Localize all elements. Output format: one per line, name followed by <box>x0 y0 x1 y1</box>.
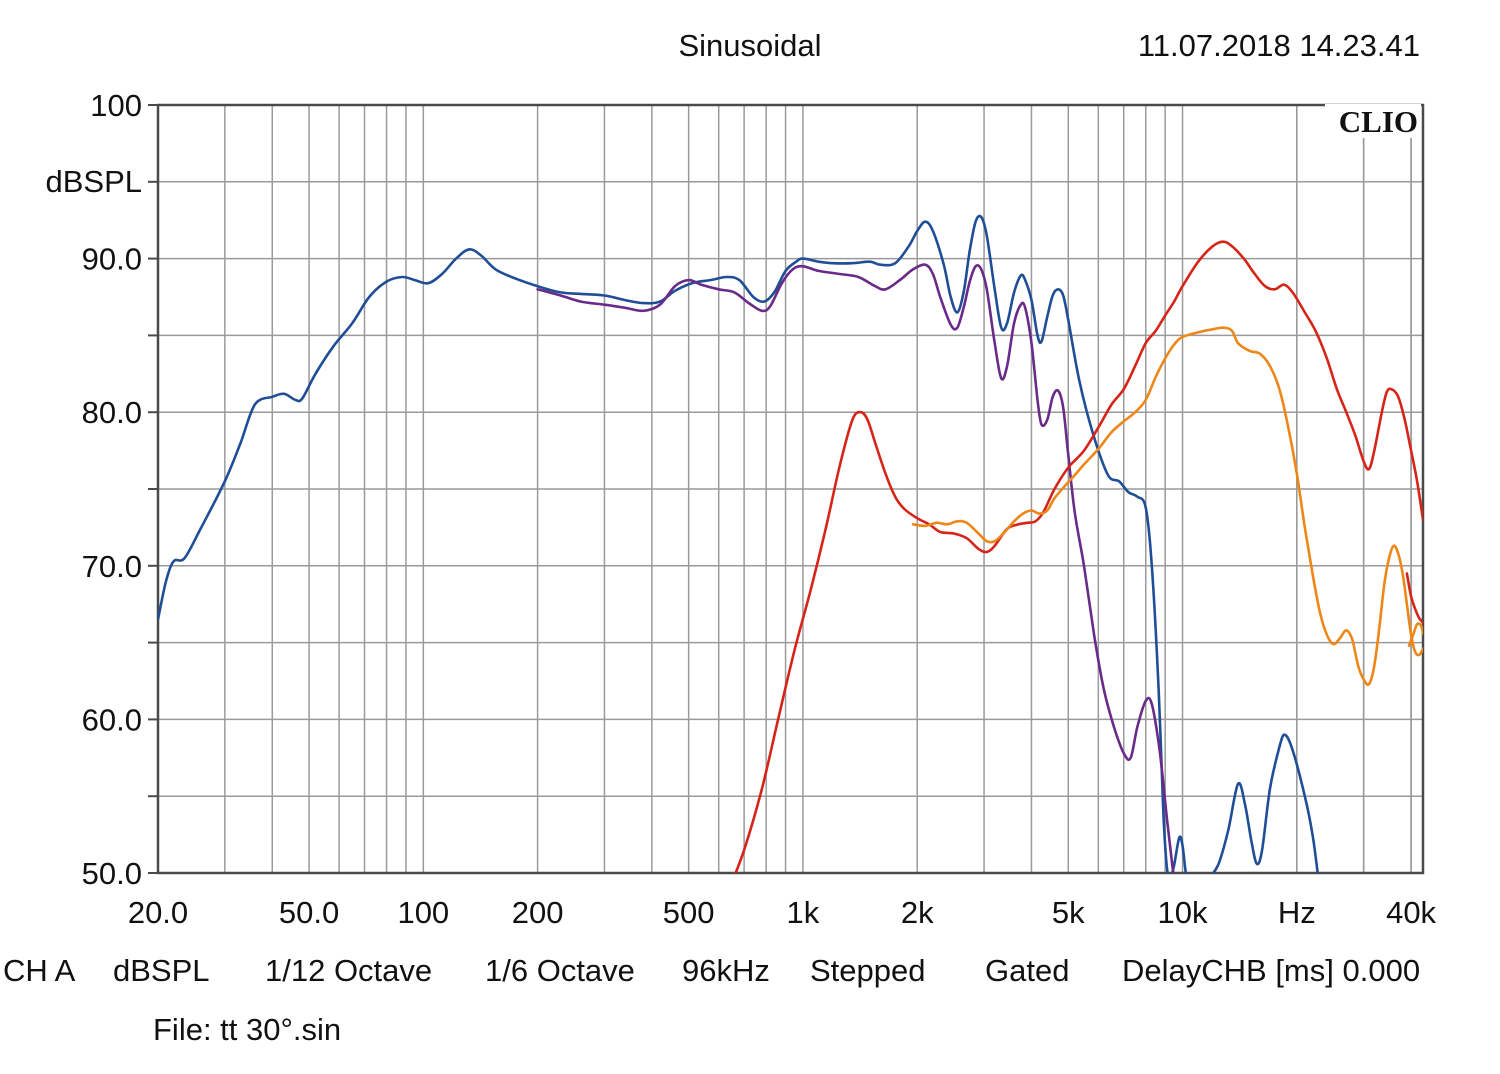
x-tick-label: 20.0 <box>128 895 188 930</box>
x-tick-label: 50.0 <box>279 895 339 930</box>
clio-brand-label: CLIO <box>1339 104 1418 139</box>
x-tick-label: 40k <box>1386 895 1436 930</box>
footer-field-mode: Stepped <box>810 953 926 988</box>
x-tick-label: 500 <box>663 895 715 930</box>
y-tick-label: 90.0 <box>82 242 142 277</box>
series-line-1 <box>536 263 1175 873</box>
footer-field-resolution: 1/12 Octave <box>265 953 433 988</box>
chart-title: Sinusoidal <box>678 28 821 63</box>
series-line-0 <box>158 214 1319 873</box>
x-tick-label: 200 <box>512 895 564 930</box>
y-tick-label: 60.0 <box>82 702 142 737</box>
x-tick-label: 1k <box>787 895 820 930</box>
footer-field-unit: dBSPL <box>113 953 210 988</box>
x-tick-label: 2k <box>901 895 934 930</box>
y-tick-label: 80.0 <box>82 395 142 430</box>
footer-field-gating: Gated <box>985 953 1070 988</box>
series-layer <box>158 214 1423 873</box>
series-line-2 <box>734 240 1423 873</box>
x-axis-ticks: 20.0 50.0 100 200 500 1k 2k 5k 10k Hz 40k <box>128 895 1437 930</box>
footer-field-delay: DelayCHB [ms] 0.000 <box>1122 953 1421 988</box>
file-name-label: File: tt 30°.sin <box>153 1012 342 1047</box>
plot-grid <box>158 105 1423 873</box>
footer-field-smoothing: 1/6 Octave <box>485 953 635 988</box>
y-tick-label: 100 <box>90 88 142 123</box>
x-tick-label: 100 <box>397 895 449 930</box>
footer-field-channel: CH A <box>3 953 76 988</box>
y-tick-label: 50.0 <box>82 856 142 891</box>
footer-field-sample-rate: 96kHz <box>682 953 770 988</box>
x-tick-label: 10k <box>1158 895 1208 930</box>
y-tick-label: 70.0 <box>82 549 142 584</box>
brand-label-backdrop <box>1325 104 1421 138</box>
series-line-4 <box>1405 572 1423 624</box>
x-tick-label: Hz <box>1278 895 1316 930</box>
y-axis-label: dBSPL <box>45 164 142 199</box>
x-tick-label: 5k <box>1052 895 1085 930</box>
measurement-timestamp: 11.07.2018 14.23.41 <box>1138 28 1420 63</box>
series-line-3 <box>911 326 1423 687</box>
series-line-5 <box>1407 622 1423 647</box>
y-axis-ticks: 100 90.0 80.0 70.0 60.0 50.0 <box>82 88 158 891</box>
